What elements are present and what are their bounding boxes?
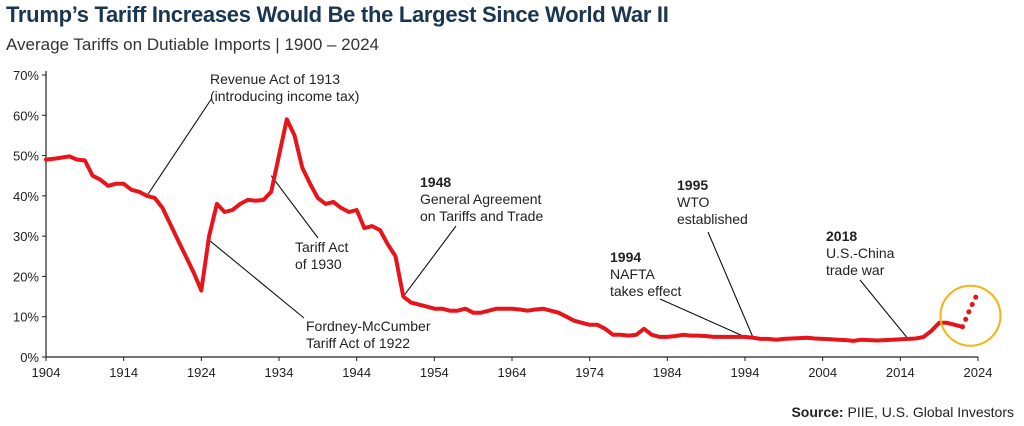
- annotation-leader-revenue-act-1913: [146, 97, 213, 197]
- annotation-text-us-china-2018: trade war: [826, 262, 885, 278]
- annotation-text-revenue-act-1913: Revenue Act of 1913: [210, 71, 340, 87]
- y-tick-label: 50%: [13, 149, 39, 164]
- annotation-text-us-china-2018: U.S.-China: [826, 245, 895, 261]
- annotation-leader-fordney-mccumber-1922: [208, 239, 305, 319]
- x-tick-label: 1944: [342, 365, 371, 380]
- y-tick-label: 0%: [20, 350, 39, 365]
- annotation-leader-tariff-act-1930: [270, 175, 319, 239]
- annotation-text-nafta-1994: takes effect: [610, 283, 681, 299]
- x-tick-label: 1974: [575, 365, 604, 380]
- x-tick-label: 2004: [808, 365, 837, 380]
- annotation-text-fordney-mccumber-1922: Fordney-McCumber: [306, 318, 431, 334]
- annotation-leader-nafta-1994: [659, 298, 746, 338]
- x-tick-label: 2014: [886, 365, 915, 380]
- annotation-text-wto-1995: WTO: [677, 194, 710, 210]
- highlight-circle: [939, 284, 1002, 347]
- annotation-year-nafta-1994: 1994: [610, 249, 641, 265]
- y-tick-label: 10%: [13, 310, 39, 325]
- chart-subtitle: Average Tariffs on Dutiable Imports | 19…: [6, 35, 379, 54]
- annotation-year-gatt-1948: 1948: [420, 174, 451, 190]
- chart-title: Trump’s Tariff Increases Would Be the La…: [6, 2, 669, 27]
- y-tick-label: 40%: [13, 189, 39, 204]
- annotation-text-wto-1995: established: [677, 211, 748, 227]
- x-tick-label: 1984: [653, 365, 682, 380]
- annotation-leader-gatt-1948: [402, 225, 457, 297]
- y-tick-label: 20%: [13, 269, 39, 284]
- projected-tariff-line: [960, 290, 981, 330]
- source-note: Source: PIIE, U.S. Global Investors: [791, 404, 1014, 420]
- x-tick-label: 1964: [498, 365, 527, 380]
- annotation-text-revenue-act-1913: (introducing income tax): [210, 88, 359, 104]
- annotation-text-fordney-mccumber-1922: Tariff Act of 1922: [306, 335, 410, 351]
- source-text: PIIE, U.S. Global Investors: [847, 404, 1014, 420]
- x-tick-label: 2024: [964, 365, 993, 380]
- source-label: Source:: [791, 404, 844, 420]
- annotation-year-wto-1995: 1995: [677, 177, 708, 193]
- y-tick-label: 60%: [13, 108, 39, 123]
- annotation-leader-us-china-2018: [859, 279, 909, 340]
- x-tick-label: 1954: [420, 365, 449, 380]
- annotation-text-gatt-1948: General Agreement: [420, 191, 542, 207]
- annotation-text-nafta-1994: NAFTA: [610, 266, 656, 282]
- annotation-text-gatt-1948: on Tariffs and Trade: [420, 208, 543, 224]
- x-tick-label: 1914: [109, 365, 138, 380]
- x-tick-label: 1924: [187, 365, 216, 380]
- y-tick-label: 30%: [13, 229, 39, 244]
- y-tick-label: 70%: [13, 68, 39, 83]
- x-tick-label: 1904: [32, 365, 61, 380]
- annotation-leader-wto-1995: [707, 231, 754, 338]
- annotation-text-tariff-act-1930: of 1930: [295, 256, 342, 272]
- annotation-text-tariff-act-1930: Tariff Act: [295, 239, 349, 255]
- annotation-year-us-china-2018: 2018: [826, 228, 857, 244]
- historical-tariff-line: [44, 117, 965, 343]
- x-tick-label: 1994: [731, 365, 760, 380]
- x-tick-label: 1934: [265, 365, 294, 380]
